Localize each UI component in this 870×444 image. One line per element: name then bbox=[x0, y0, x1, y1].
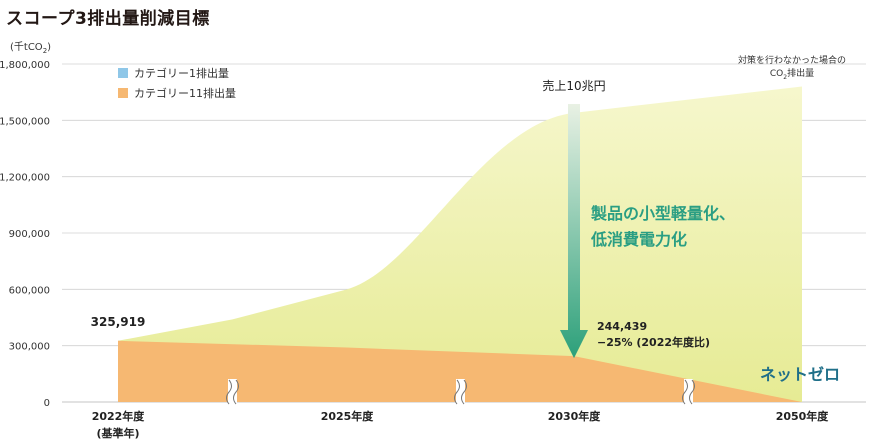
reduction-arrow bbox=[560, 104, 588, 359]
y-tick-label: 1,800,000 bbox=[0, 60, 50, 71]
y-tick-label: 1,500,000 bbox=[0, 116, 50, 127]
x-tick-label: 2025年度 bbox=[321, 409, 375, 423]
note-subscript: 2 bbox=[783, 73, 788, 81]
legend-swatch-category1 bbox=[118, 68, 128, 78]
unit-prefix: (千tCO bbox=[10, 42, 43, 53]
x-tick-sublabel: (基準年) bbox=[96, 426, 139, 440]
reduction-text-line2: 低消費電力化 bbox=[590, 230, 687, 249]
sales-label: 売上10兆円 bbox=[542, 78, 605, 93]
axis-break-gap-2 bbox=[684, 379, 693, 407]
axis-break-mark-1 bbox=[454, 379, 460, 405]
chart-title: スコープ3排出量削減目標 bbox=[6, 9, 210, 29]
reduction-text-line1: 製品の小型軽量化、 bbox=[590, 204, 735, 223]
x-tick-label: 2030年度 bbox=[548, 409, 602, 423]
category11-area bbox=[118, 340, 802, 402]
start-value-label: 325,919 bbox=[91, 315, 146, 329]
no-action-area bbox=[118, 86, 802, 403]
legend-item-category11: カテゴリー11排出量 bbox=[118, 83, 236, 103]
no-action-note: 対策を行わなかった場合の CO2排出量 bbox=[720, 55, 864, 84]
y-tick-label: 0 bbox=[44, 398, 50, 409]
target-change-label: −25% (2022年度比) bbox=[597, 335, 710, 349]
y-tick-label: 900,000 bbox=[9, 229, 50, 240]
note-co-text: CO bbox=[769, 69, 784, 79]
note-line1: 対策を行わなかった場合の bbox=[737, 56, 846, 66]
netzero-label: ネットゼロ bbox=[760, 365, 840, 384]
y-tick-label: 300,000 bbox=[9, 342, 50, 353]
axis-break-mark-0-b bbox=[233, 379, 239, 405]
y-tick-label: 1,200,000 bbox=[0, 173, 50, 184]
legend-label-category11: カテゴリー11排出量 bbox=[134, 87, 236, 100]
axis-break-mark-1-b bbox=[461, 379, 467, 405]
y-axis-unit: (千tCO2) bbox=[10, 38, 51, 55]
legend: カテゴリー1排出量 カテゴリー11排出量 bbox=[118, 63, 236, 103]
note-suffix-text: 排出量 bbox=[787, 69, 815, 79]
x-tick-label: 2022年度 bbox=[92, 409, 146, 423]
axis-break-mark-2 bbox=[682, 379, 688, 405]
axis-break-gap-0 bbox=[228, 379, 237, 407]
legend-swatch-category11 bbox=[118, 88, 128, 98]
axis-break-mark-2-b bbox=[689, 379, 695, 405]
target-value-label: 244,439 bbox=[597, 320, 647, 333]
note-line2: CO2排出量 bbox=[720, 68, 864, 84]
legend-label-category1: カテゴリー1排出量 bbox=[134, 67, 229, 80]
axis-break-mark-0 bbox=[226, 379, 232, 405]
x-tick-label: 2050年度 bbox=[776, 409, 830, 423]
unit-subscript: 2 bbox=[42, 47, 48, 55]
axis-break-gap-1 bbox=[456, 379, 465, 407]
legend-item-category1: カテゴリー1排出量 bbox=[118, 63, 236, 83]
y-tick-label: 600,000 bbox=[9, 285, 50, 296]
unit-suffix: ) bbox=[47, 42, 52, 53]
